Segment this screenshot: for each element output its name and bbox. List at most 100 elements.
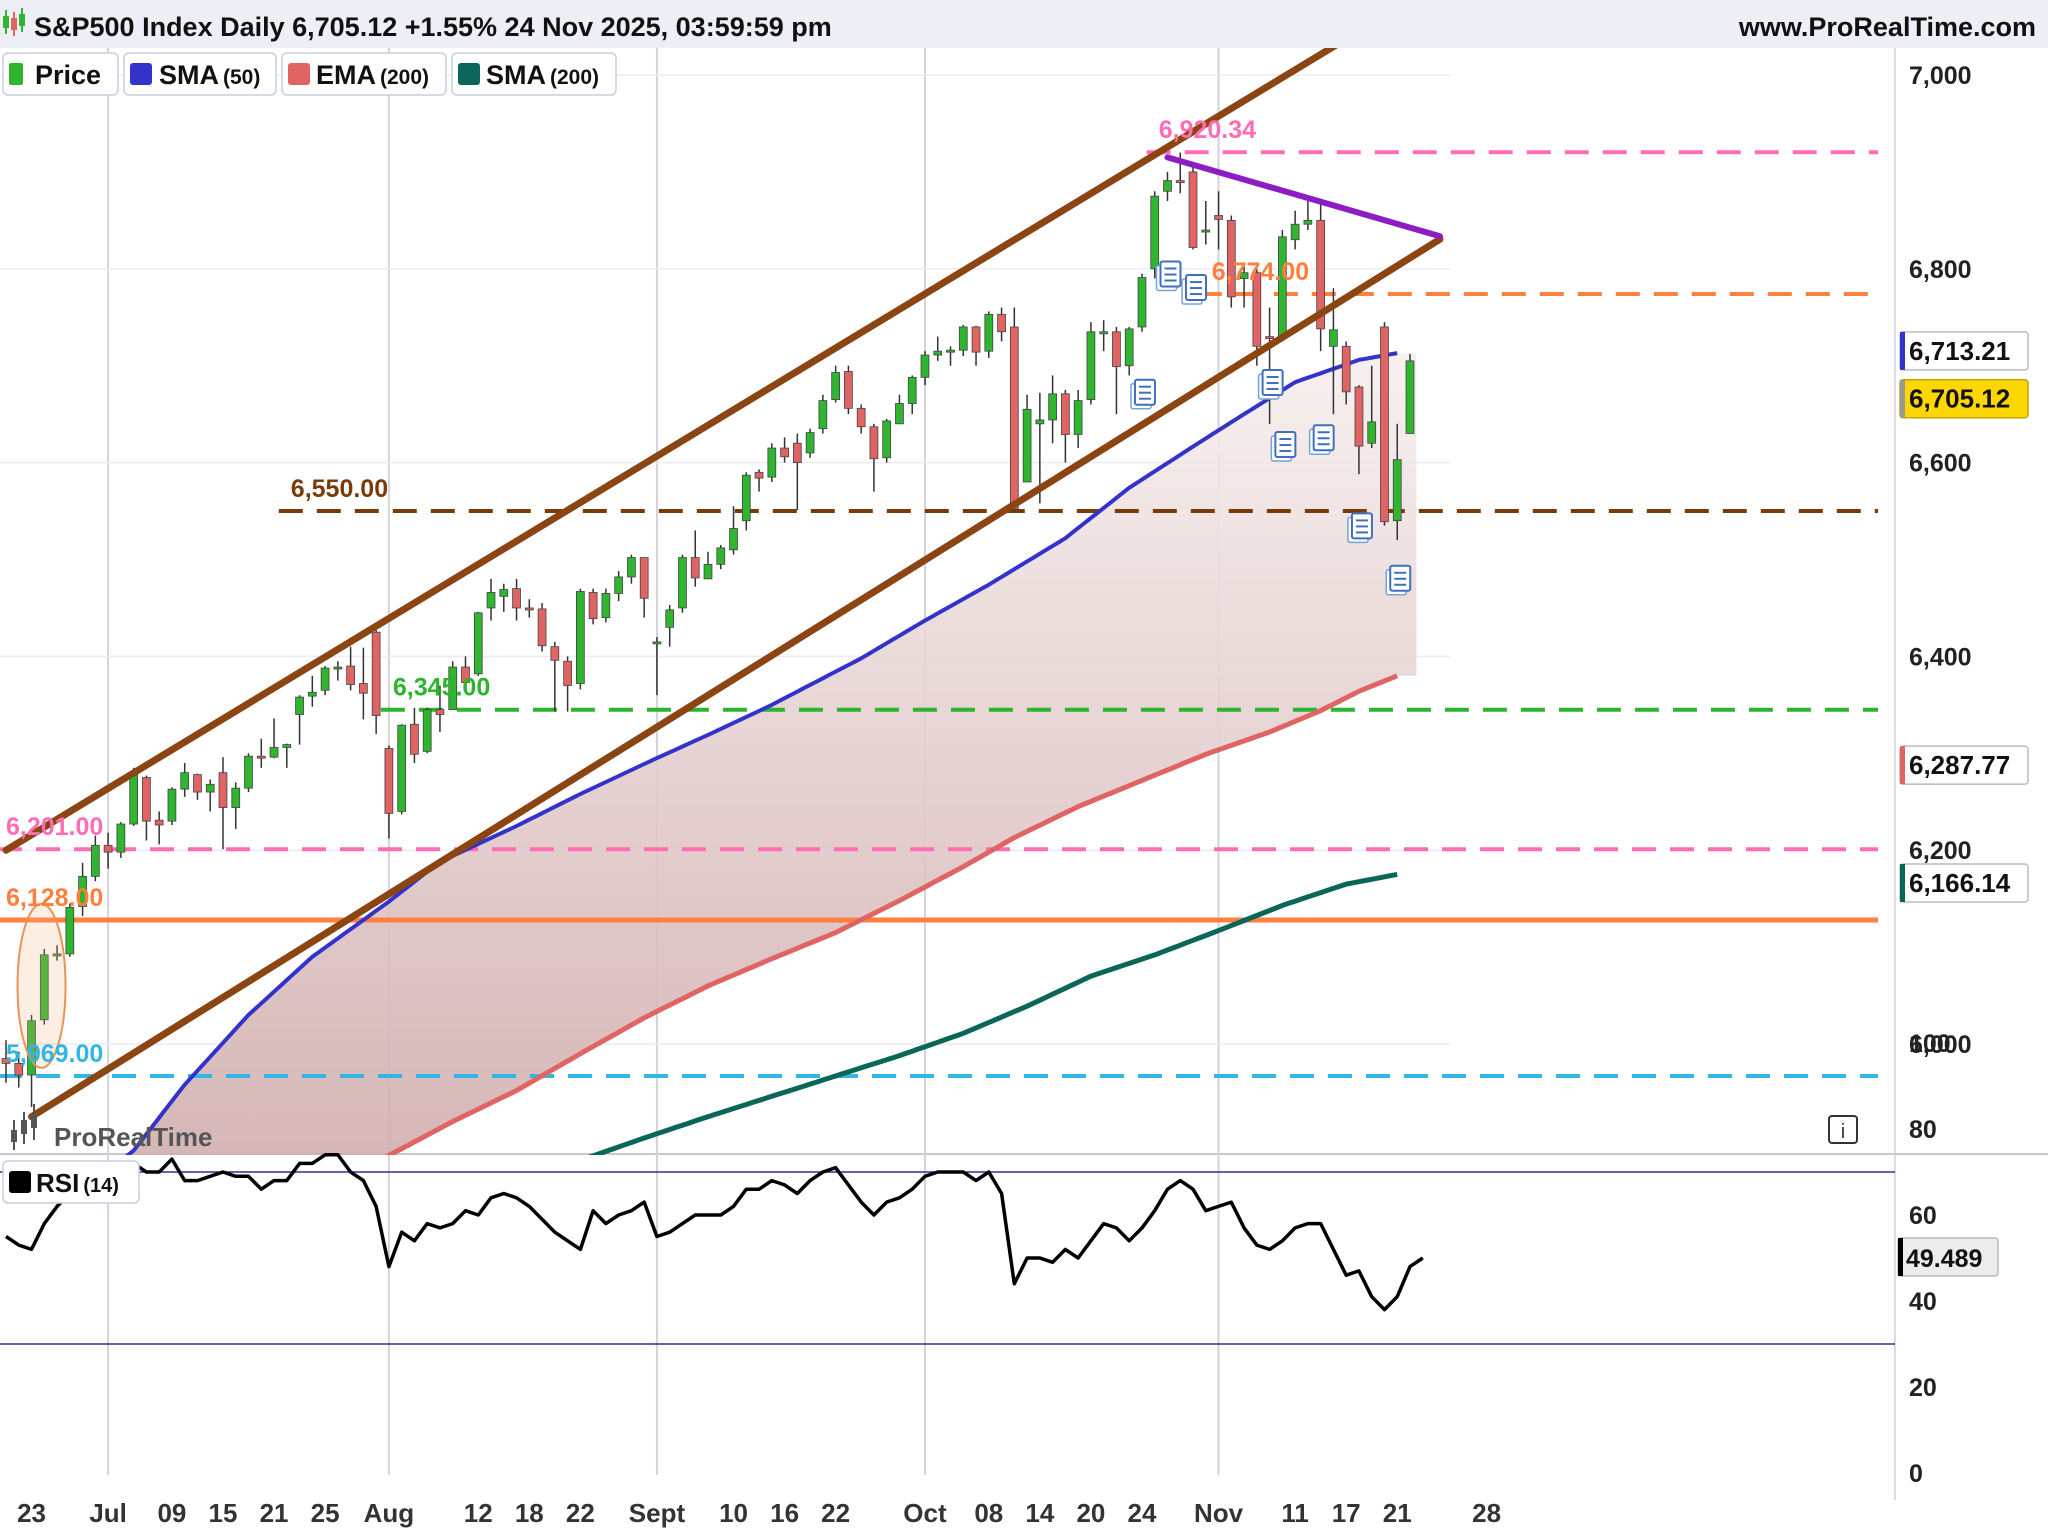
rsi-tick-label: 40 (1909, 1288, 1937, 1316)
legend-sma200[interactable]: SMA (200) (451, 52, 617, 96)
rsi-value-text: 49.489 (1906, 1245, 1982, 1273)
candle (410, 707, 419, 763)
candle (244, 753, 253, 793)
candle (218, 757, 228, 850)
horizontal-levels[interactable] (0, 150, 1878, 1078)
x-tick-label: 09 (157, 1498, 186, 1528)
channel-upper-line[interactable] (2, 32, 1355, 854)
x-tick-label: 16 (770, 1498, 799, 1528)
candle (1112, 326, 1121, 415)
news-document-icon[interactable] (1270, 431, 1297, 462)
sma50-ema200-fill (128, 353, 1417, 1155)
candle (167, 787, 177, 826)
y-tick-label: 6,200 (1909, 837, 1972, 865)
price-tag-text: 6,166.14 (1909, 868, 2011, 898)
candle (205, 779, 215, 812)
candle (741, 472, 751, 531)
legend-sma50[interactable]: SMA (50) (123, 52, 277, 96)
level-label-6,774.00: 6,774.00 (1212, 258, 1309, 286)
x-tick-label: Nov (1194, 1498, 1244, 1528)
candle (256, 738, 266, 768)
trendlines[interactable] (2, 32, 1444, 1121)
candle (524, 599, 534, 618)
legend-ema200[interactable]: EMA (200) (281, 52, 447, 96)
candle (652, 637, 662, 696)
candle (52, 945, 62, 961)
candle (1061, 389, 1070, 463)
news-document-icon[interactable] (1385, 564, 1412, 596)
x-tick-label: 08 (974, 1498, 1003, 1528)
candle (90, 835, 100, 882)
news-icons[interactable] (1130, 260, 1412, 596)
legend-rsi[interactable]: RSI (14) (2, 1160, 140, 1204)
channel-lower-line[interactable] (28, 235, 1444, 1121)
header-bar (0, 0, 2048, 48)
candle (729, 506, 738, 555)
news-document-icon[interactable] (1308, 424, 1335, 456)
candle (1367, 365, 1377, 449)
x-tick-label: 22 (566, 1498, 595, 1528)
candle (307, 675, 317, 707)
x-tick-label: 18 (515, 1498, 544, 1528)
rsi-tick-label: 80 (1909, 1116, 1937, 1144)
candle (576, 588, 585, 690)
x-tick-label: 24 (1128, 1498, 1157, 1528)
level-label-6,201.00: 6,201.00 (6, 813, 103, 841)
descending-trendline[interactable] (1164, 154, 1443, 240)
candle (627, 554, 636, 584)
site-url[interactable]: www.ProRealTime.com (1738, 12, 2036, 42)
prorealtime-logo-icon (11, 1104, 37, 1150)
y-tick-label: 7,000 (1909, 62, 1972, 90)
ma-area-fill (128, 353, 1417, 1155)
x-tick-label: Oct (903, 1498, 947, 1528)
x-tick-label: 25 (311, 1498, 340, 1528)
news-document-icon[interactable] (1155, 260, 1182, 292)
highlight-ellipse[interactable] (16, 902, 67, 1069)
candle (231, 782, 241, 829)
news-document-icon[interactable] (1257, 369, 1284, 400)
price-tag-text: 6,713.21 (1909, 336, 2010, 366)
legend-price[interactable]: Price (2, 52, 119, 96)
svg-text:SMA(200): SMA (200) (486, 60, 599, 90)
x-tick-label: 20 (1076, 1498, 1105, 1528)
candle (1265, 307, 1274, 424)
y-tick-label: 6,400 (1909, 643, 1972, 671)
price-tag-text: 6,705.12 (1909, 384, 2010, 414)
candle (1316, 200, 1326, 352)
news-document-icon[interactable] (1347, 512, 1373, 544)
candle (1226, 215, 1236, 308)
candle (333, 661, 343, 681)
chart-title: S&P500 Index Daily 6,705.12 +1.55% 24 No… (34, 12, 832, 42)
candle (665, 605, 675, 647)
x-tick-label: 23 (17, 1498, 46, 1528)
news-document-icon[interactable] (1181, 274, 1208, 305)
candle (346, 646, 355, 691)
candle (1073, 389, 1083, 449)
candle (1341, 341, 1351, 405)
level-label-5,969.00: 5,969.00 (6, 1040, 103, 1068)
candle (448, 661, 458, 711)
candle (537, 603, 547, 652)
candle (716, 544, 726, 570)
candle (78, 862, 87, 917)
candle (601, 588, 611, 623)
price-tag-6,287.77: 6,287.77 (1899, 745, 2029, 785)
candle (116, 822, 126, 858)
candle (946, 346, 955, 366)
candle (856, 404, 866, 434)
candle (1303, 200, 1313, 231)
level-label-6,550.00: 6,550.00 (291, 475, 388, 503)
candle (1201, 200, 1211, 245)
candle (397, 724, 407, 815)
x-tick-label: 15 (209, 1498, 238, 1528)
candle (422, 707, 432, 754)
x-tick-label: Jul (89, 1498, 127, 1528)
candle (767, 443, 777, 482)
candle (563, 656, 572, 712)
candle (869, 423, 879, 492)
candle (703, 551, 713, 580)
news-document-icon[interactable] (1130, 378, 1156, 410)
x-tick-label: 11 (1281, 1498, 1309, 1528)
info-button[interactable]: i (1828, 1115, 1858, 1144)
